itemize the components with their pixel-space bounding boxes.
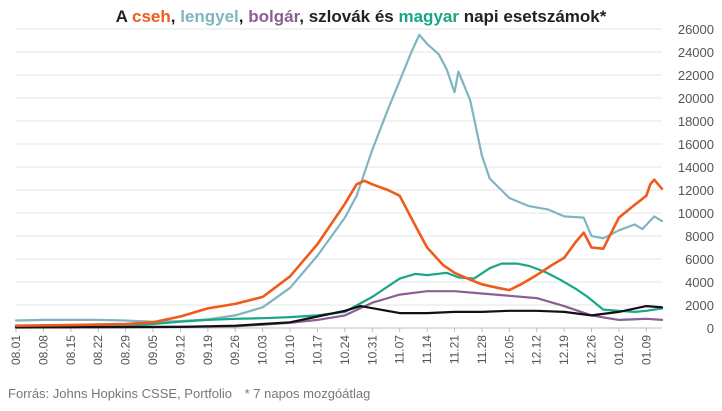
- title-part: ,: [239, 7, 248, 26]
- x-tick-label: 12.12: [530, 335, 544, 365]
- x-tick-label: 10.31: [365, 335, 379, 365]
- x-tick-label: 12.26: [585, 335, 599, 365]
- y-tick-label: 20000: [678, 91, 714, 106]
- x-tick-label: 09.12: [173, 335, 187, 365]
- x-tick-label: 10.10: [283, 335, 297, 365]
- y-tick-label: 12000: [678, 183, 714, 198]
- x-tick-label: 11.07: [393, 335, 407, 364]
- x-tick-label: 09.19: [201, 335, 215, 365]
- y-tick-label: 4000: [685, 275, 714, 290]
- x-tick-label: 10.03: [256, 335, 270, 365]
- title-part: A: [116, 7, 132, 26]
- x-tick-label: 11.28: [475, 335, 489, 364]
- title-part: bolgár: [248, 7, 300, 26]
- x-tick-label: 01.02: [612, 335, 626, 365]
- y-tick-label: 8000: [685, 229, 714, 244]
- y-tick-label: 22000: [678, 68, 714, 83]
- y-tick-label: 10000: [678, 206, 714, 221]
- x-tick-label: 10.24: [338, 335, 352, 365]
- x-tick-label: 09.26: [228, 335, 242, 365]
- x-tick-label: 08.15: [64, 335, 78, 365]
- x-tick-label: 08.08: [36, 335, 50, 365]
- x-tick-label: 10.17: [310, 335, 324, 365]
- series-line-cseh: [14, 178, 664, 328]
- y-tick-label: 6000: [685, 252, 714, 267]
- y-tick-label: 2000: [685, 298, 714, 313]
- title-part: cseh: [132, 7, 171, 26]
- x-tick-label: 08.22: [91, 335, 105, 365]
- y-tick-label: 18000: [678, 114, 714, 129]
- chart-title: A cseh, lengyel, bolgár, szlovák és magy…: [116, 7, 607, 26]
- x-tick-label: 11.21: [447, 335, 461, 364]
- x-axis: 08.01 08.08 08.15 08.22 08.29 09.05 09.12 09.19…: [9, 328, 653, 365]
- x-tick-label: 08.29: [119, 335, 133, 365]
- title-part: ,: [171, 7, 180, 26]
- y-tick-label: 24000: [678, 45, 714, 60]
- title-part: , szlovák és: [299, 7, 398, 26]
- title-part: napi esetszámok*: [459, 7, 607, 26]
- series-line-bolgár: [14, 290, 664, 328]
- x-tick-label: 08.01: [9, 335, 23, 365]
- series-lines: [14, 33, 664, 329]
- series-line-magyar: [14, 262, 664, 329]
- series-line-lengyel: [14, 33, 664, 323]
- x-tick-label: 09.05: [146, 335, 160, 365]
- source-note: Forrás: Johns Hopkins CSSE, Portfolio * …: [8, 386, 370, 401]
- source-label: Forrás: Johns Hopkins CSSE, Portfolio: [8, 386, 232, 401]
- title-part: lengyel: [180, 7, 239, 26]
- footnote-label: * 7 napos mozgóátlag: [245, 386, 371, 401]
- y-tick-label: 16000: [678, 137, 714, 152]
- x-tick-label: 11.14: [420, 335, 434, 364]
- y-tick-label: 0: [707, 321, 714, 336]
- y-axis: 0 2000 4000 6000 8000 10000 12000 14000 16000 180…: [678, 22, 714, 336]
- y-tick-label: 14000: [678, 160, 714, 175]
- x-tick-label: 12.05: [502, 335, 516, 365]
- x-tick-label: 01.09: [639, 335, 653, 365]
- y-tick-label: 26000: [678, 22, 714, 37]
- x-tick-label: 12.19: [557, 335, 571, 365]
- title-part: magyar: [398, 7, 459, 26]
- series-line-szlovák: [14, 305, 664, 329]
